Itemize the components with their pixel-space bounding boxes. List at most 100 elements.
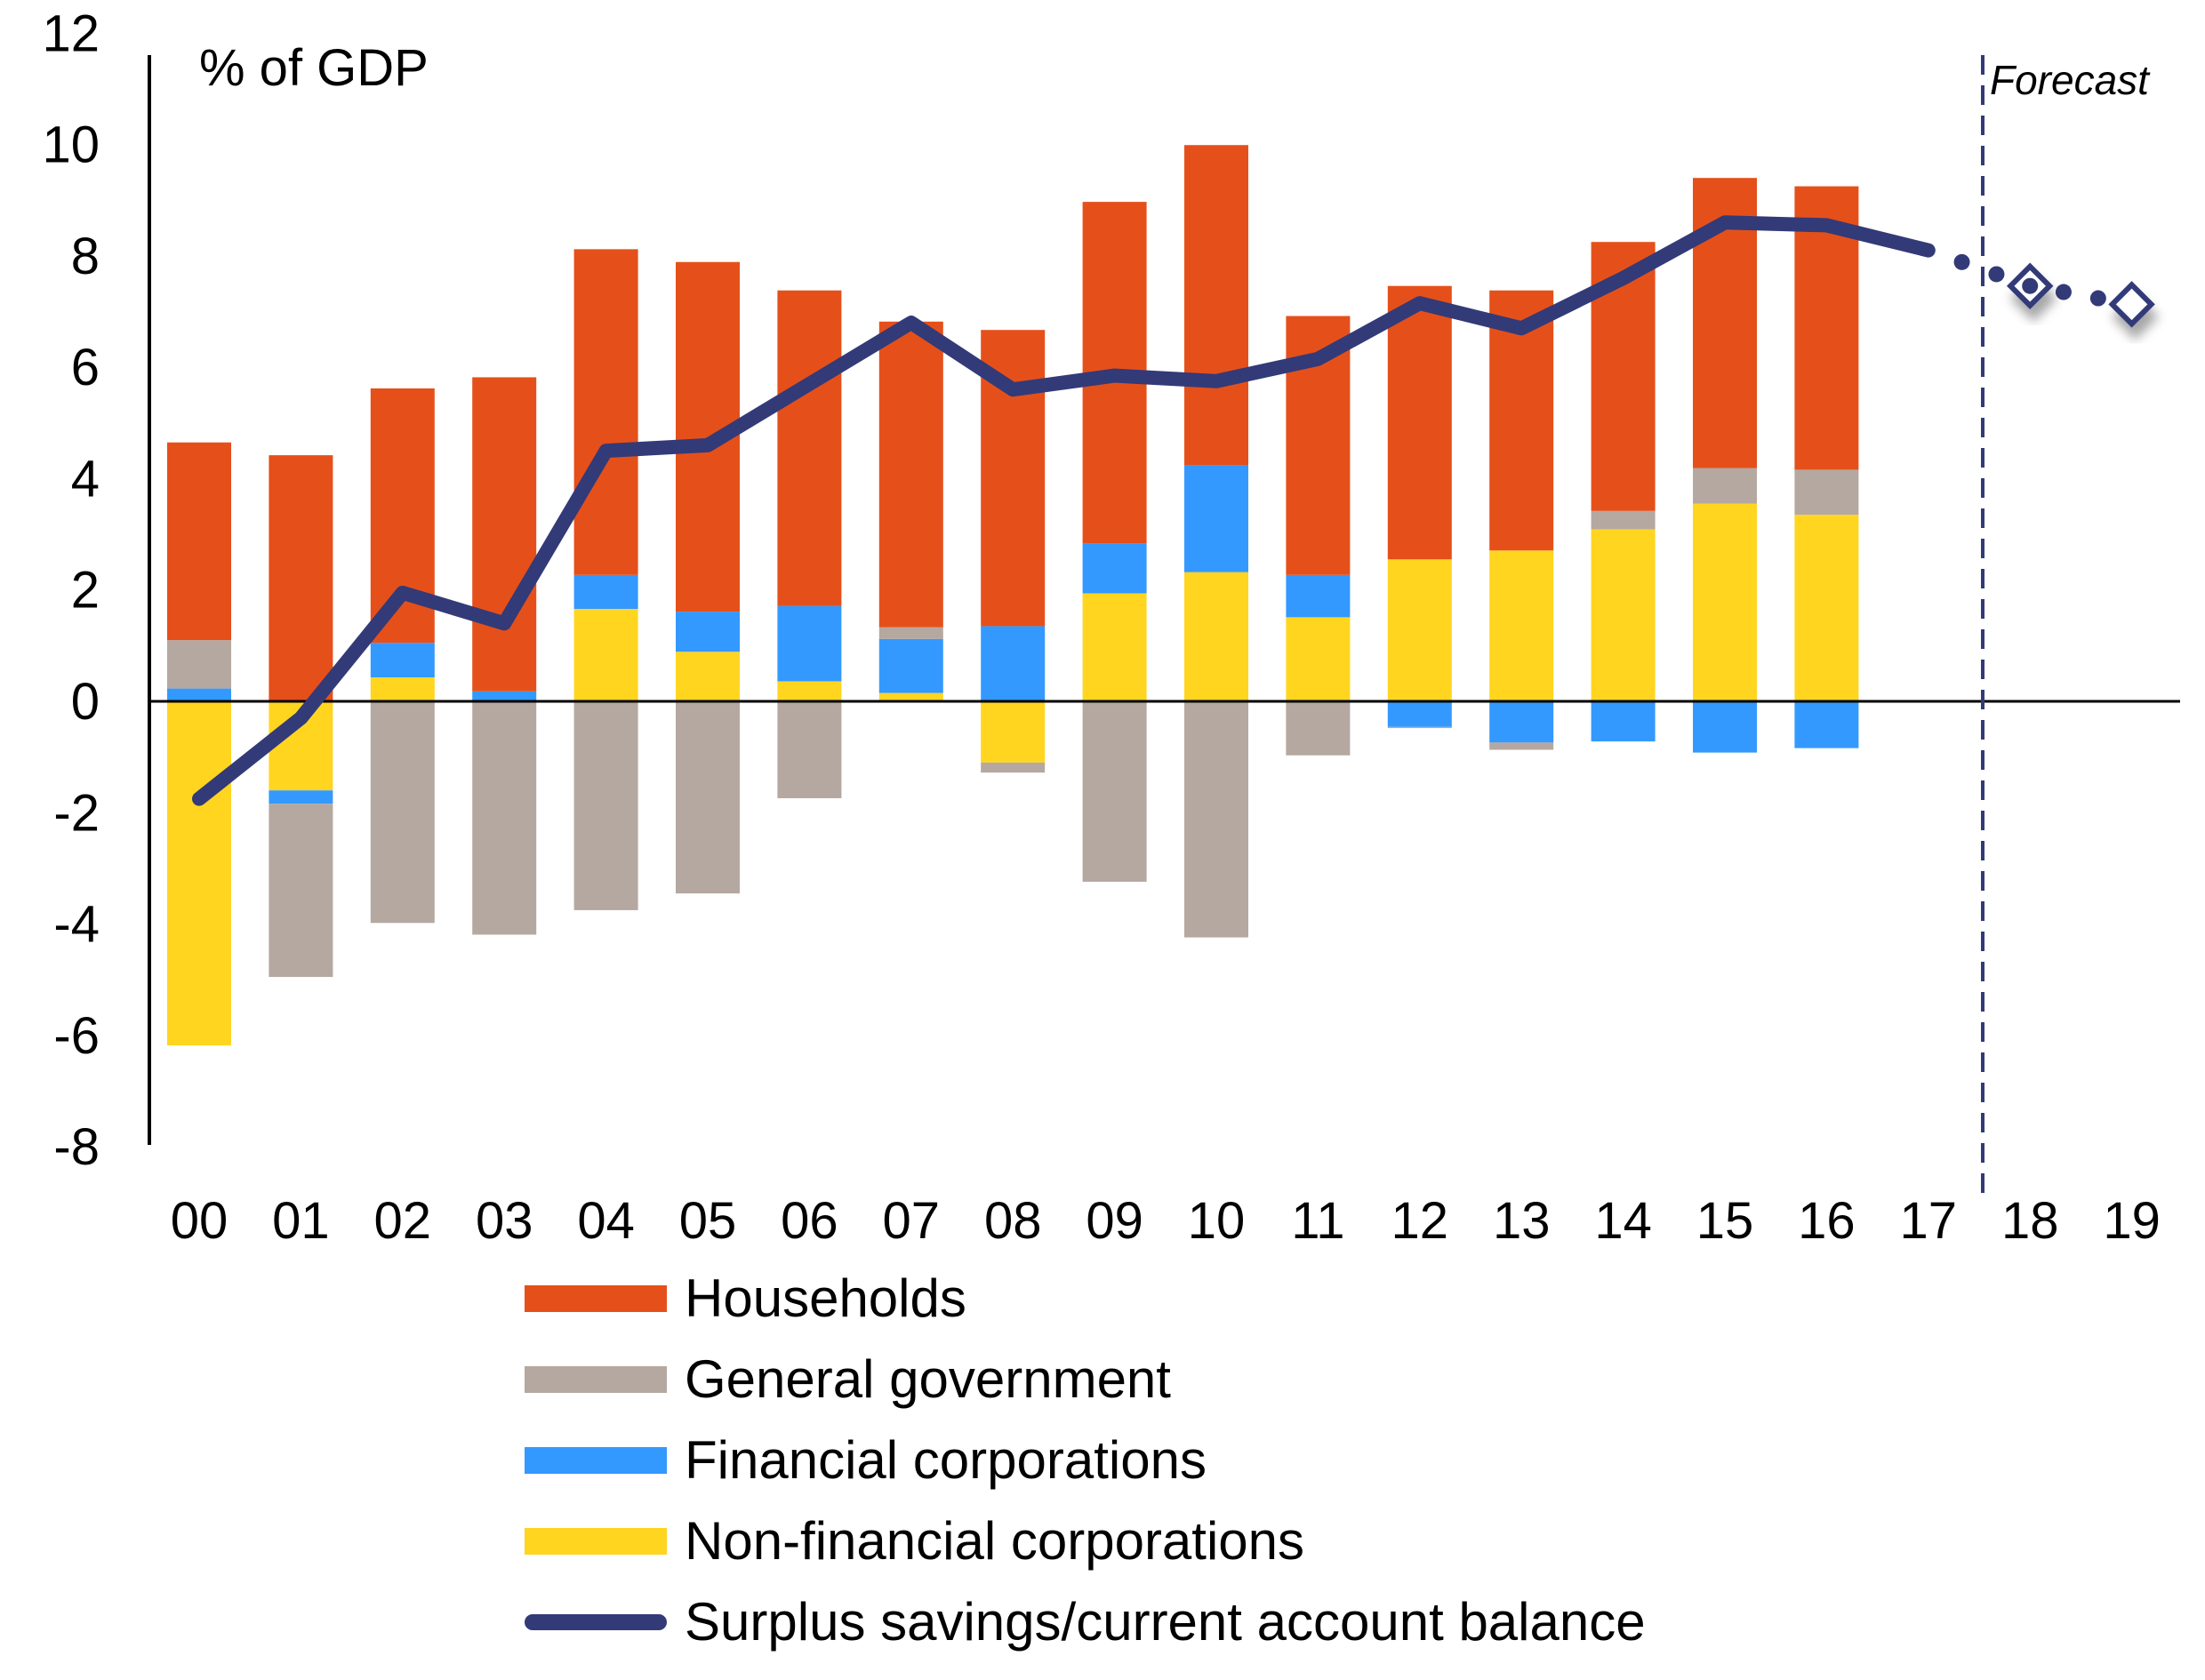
bar-general-government-01 — [269, 804, 333, 978]
surplus-savings-line — [192, 215, 1936, 806]
y-tick-labels: 12 10 8 6 4 2 0 -2 -4 -6 -8 — [42, 4, 100, 1176]
legend: Households General government Financial … — [525, 1258, 1646, 1662]
bar-financial-corporations-04 — [573, 574, 638, 610]
bar-non-financial-corporations-00 — [167, 701, 231, 1046]
bar-general-government-08 — [981, 762, 1046, 773]
legend-label: Surplus savings/current account balance — [685, 1592, 1646, 1652]
bar-non-financial-corporations-16 — [1794, 515, 1859, 701]
forecast-label: Forecast — [1990, 57, 2151, 103]
x-tick-label: 19 — [2103, 1192, 2161, 1250]
legend-item-general-government: General government — [525, 1339, 1646, 1420]
bar-non-financial-corporations-04 — [573, 609, 638, 701]
legend-label: General government — [685, 1349, 1171, 1409]
bar-non-financial-corporations-13 — [1489, 550, 1554, 701]
y-tick-label: -6 — [53, 1007, 100, 1065]
bar-general-government-02 — [370, 701, 435, 924]
y-tick-label: 2 — [71, 562, 100, 620]
y-tick-label: -8 — [53, 1118, 100, 1176]
x-tick-label: 04 — [577, 1192, 635, 1250]
bar-general-government-11 — [1286, 701, 1351, 756]
bar-financial-corporations-05 — [676, 612, 740, 652]
bar-financial-corporations-11 — [1286, 574, 1351, 618]
forecast-marker-19 — [2108, 281, 2155, 328]
bar-general-government-04 — [573, 701, 638, 910]
x-tick-label: 05 — [679, 1192, 737, 1250]
bar-households-04 — [573, 249, 638, 575]
x-tick-label: 14 — [1594, 1192, 1652, 1250]
x-tick-label: 08 — [984, 1192, 1042, 1250]
y-tick-label: 4 — [71, 450, 100, 508]
y-tick-label: 0 — [71, 673, 100, 731]
x-tick-label: 13 — [1493, 1192, 1551, 1250]
bar-general-government-16 — [1794, 469, 1859, 516]
legend-swatch-households — [525, 1284, 667, 1312]
bar-households-12 — [1387, 285, 1452, 560]
legend-swatch-general-government — [525, 1365, 667, 1393]
legend-swatch-surplus-savings — [525, 1613, 667, 1630]
x-tick-label: 15 — [1696, 1192, 1754, 1250]
legend-label: Financial corporations — [685, 1430, 1207, 1490]
bar-general-government-10 — [1184, 701, 1248, 938]
bar-households-07 — [878, 321, 943, 628]
bar-households-00 — [167, 442, 231, 641]
bar-general-government-14 — [1591, 510, 1656, 530]
bar-non-financial-corporations-14 — [1591, 529, 1656, 701]
forecast-dot — [2089, 290, 2106, 307]
forecast-dot — [2055, 284, 2072, 300]
bar-general-government-00 — [167, 640, 231, 689]
bar-financial-corporations-15 — [1693, 701, 1757, 753]
line-layer — [192, 215, 2155, 806]
forecast-dot — [1988, 266, 2005, 283]
bar-non-financial-corporations-07 — [878, 692, 943, 701]
y-tick-label: 8 — [71, 228, 100, 285]
bar-non-financial-corporations-06 — [777, 681, 842, 701]
legend-label: Households — [685, 1268, 966, 1328]
bar-financial-corporations-09 — [1082, 543, 1147, 594]
legend-item-non-financial-corporations: Non-financial corporations — [525, 1500, 1646, 1581]
bar-financial-corporations-13 — [1489, 701, 1554, 743]
x-tick-label: 16 — [1798, 1192, 1856, 1250]
bar-non-financial-corporations-12 — [1387, 559, 1452, 701]
x-tick-label: 12 — [1391, 1192, 1449, 1250]
bar-financial-corporations-12 — [1387, 701, 1452, 727]
bar-non-financial-corporations-09 — [1082, 593, 1147, 701]
x-tick-labels: 00 01 02 03 04 05 06 07 08 09 10 11 12 13 14 15 16 17 18 19 — [171, 1192, 2161, 1250]
x-tick-label: 18 — [2001, 1192, 2059, 1250]
bar-general-government-05 — [676, 701, 740, 894]
x-tick-label: 17 — [1900, 1192, 1958, 1250]
bar-general-government-12 — [1387, 726, 1452, 729]
x-tick-label: 03 — [476, 1192, 533, 1250]
bar-general-government-09 — [1082, 701, 1147, 882]
x-tick-label: 09 — [1086, 1192, 1143, 1250]
x-tick-label: 07 — [883, 1192, 941, 1250]
bar-households-03 — [472, 377, 537, 692]
diamond-marker — [2108, 281, 2155, 328]
bar-non-financial-corporations-15 — [1693, 503, 1757, 701]
bar-non-financial-corporations-02 — [370, 677, 435, 701]
y-tick-label: 6 — [71, 339, 100, 396]
bar-general-government-15 — [1693, 468, 1757, 504]
x-tick-label: 00 — [171, 1192, 229, 1250]
legend-swatch-financial-corporations — [525, 1446, 667, 1474]
bar-financial-corporations-14 — [1591, 701, 1656, 742]
bar-general-government-03 — [472, 701, 537, 935]
bar-non-financial-corporations-08 — [981, 701, 1046, 763]
bar-households-06 — [777, 290, 842, 606]
bar-financial-corporations-03 — [472, 691, 537, 701]
x-tick-label: 06 — [781, 1192, 838, 1250]
bar-financial-corporations-00 — [167, 688, 231, 701]
bar-households-10 — [1184, 145, 1248, 466]
bar-non-financial-corporations-10 — [1184, 572, 1248, 701]
legend-item-surplus-savings: Surplus savings/current account balance — [525, 1581, 1646, 1662]
bar-financial-corporations-07 — [878, 638, 943, 693]
bar-financial-corporations-01 — [269, 790, 333, 804]
bar-general-government-06 — [777, 701, 842, 798]
bar-general-government-07 — [878, 627, 943, 639]
bar-financial-corporations-10 — [1184, 465, 1248, 572]
x-tick-label: 11 — [1291, 1192, 1344, 1250]
x-tick-label: 02 — [374, 1192, 432, 1250]
diamond-center-dot — [2022, 277, 2039, 294]
x-tick-label: 10 — [1188, 1192, 1246, 1250]
y-tick-label: 12 — [42, 4, 100, 62]
